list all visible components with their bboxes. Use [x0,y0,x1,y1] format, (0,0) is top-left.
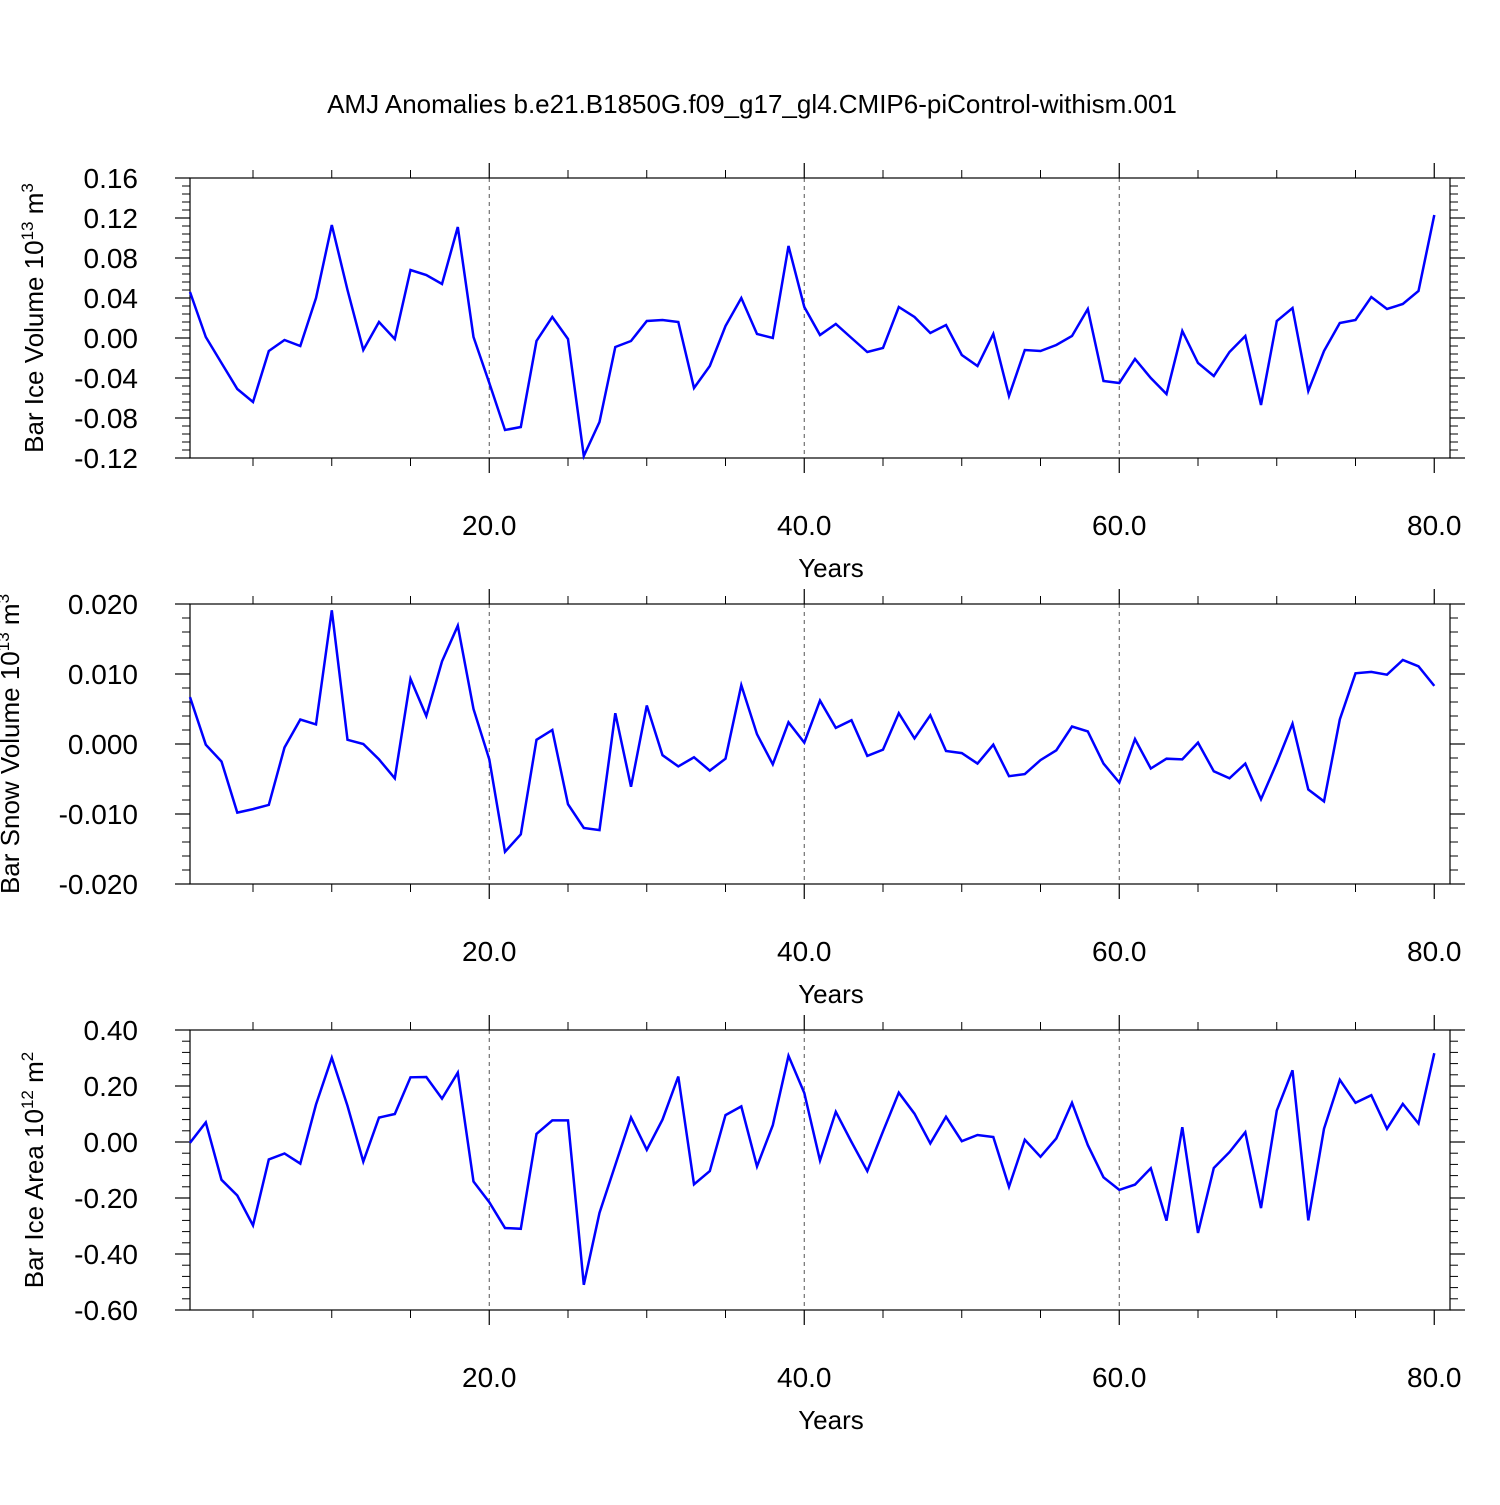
plot-frame [189,603,1451,885]
x-tick-label: 60.0 [1092,936,1147,967]
y-tick-label: 0.00 [84,1127,139,1158]
y-tick-label: -0.010 [59,799,138,830]
x-tick-label: 20.0 [462,936,517,967]
y-axis-label: Bar Ice Area 1012 m2 [18,1052,49,1289]
panel-1: 20.0 40.0 60.0 80.0 -0.12 -0.08 -0.04 0.00 0.04 0… [18,163,1465,583]
series-line [189,1051,1436,1286]
y-axis-label: Bar Ice Volume 1013 m3 [18,183,49,453]
y-tick-label: 0.000 [68,729,138,760]
plot-frame [189,177,1451,459]
x-tick-label: 40.0 [777,510,832,541]
y-tick-label: 0.20 [84,1071,139,1102]
y-tick-label: 0.08 [84,243,139,274]
y-tick-label: -0.40 [74,1239,138,1270]
x-tick-label: 60.0 [1092,1362,1147,1393]
x-axis-label: Years [798,553,864,583]
y-axis-label: Bar Snow Volume 1013 m3 [0,594,25,894]
plot-frame [189,1029,1451,1311]
y-tick-label: -0.20 [74,1183,138,1214]
x-tick-label: 20.0 [462,1362,517,1393]
x-axis-label: Years [798,979,864,1009]
x-tick-label: 20.0 [462,510,517,541]
y-tick-label: -0.08 [74,403,138,434]
y-tick-label: -0.12 [74,443,138,474]
y-tick-label: 0.16 [84,163,139,194]
chart-title: AMJ Anomalies b.e21.B1850G.f09_g17_gl4.C… [327,89,1177,119]
panel-3: 20.0 40.0 60.0 80.0 -0.60 -0.40 -0.20 0.00 0.20 0… [18,1015,1465,1435]
x-tick-label: 40.0 [777,1362,832,1393]
y-tick-label: 0.40 [84,1015,139,1046]
x-tick-label: 80.0 [1407,510,1462,541]
x-tick-label: 80.0 [1407,936,1462,967]
x-tick-label: 80.0 [1407,1362,1462,1393]
y-tick-label: 0.00 [84,323,139,354]
y-tick-label: 0.010 [68,659,138,690]
y-tick-label: -0.60 [74,1295,138,1326]
chart-panels: 20.0 40.0 60.0 80.0 -0.12 -0.08 -0.04 0.00 0.04 0… [0,163,1465,1435]
x-tick-label: 60.0 [1092,510,1147,541]
y-tick-label: 0.020 [68,589,138,620]
y-tick-label: -0.020 [59,869,138,900]
series-line [188,610,1436,855]
y-tick-label: 0.12 [84,203,139,234]
x-tick-label: 40.0 [777,936,832,967]
y-tick-label: -0.04 [74,363,138,394]
series-line [188,214,1436,461]
y-tick-label: 0.04 [84,283,139,314]
x-axis-label: Years [798,1405,864,1435]
panel-2: 20.0 40.0 60.0 80.0 -0.020 -0.010 0.000 0.010 0.… [0,589,1465,1009]
